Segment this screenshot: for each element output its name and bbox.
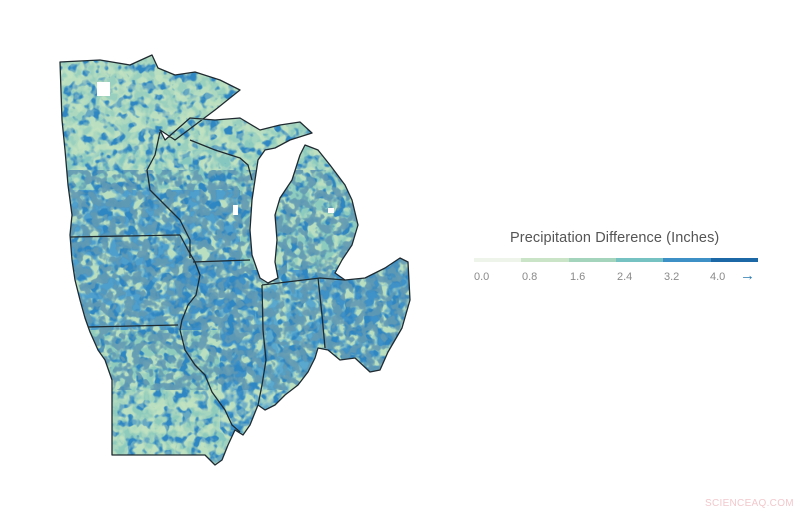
arrow-right-icon: → xyxy=(740,267,755,284)
legend-bin-0 xyxy=(474,258,522,262)
legend-tick: 1.6 xyxy=(570,271,586,283)
legend-tick: 0.8 xyxy=(522,271,538,283)
legend-bin-3 xyxy=(615,258,664,262)
legend-bin-1 xyxy=(521,258,569,262)
legend-bin-5 xyxy=(710,258,758,262)
legend-ticks: 0.0 0.8 1.6 2.4 3.2 4.0 xyxy=(474,271,764,285)
legend-bin-4 xyxy=(663,258,711,262)
state-boundaries xyxy=(59,54,411,466)
legend-tick: 2.4 xyxy=(617,271,633,283)
legend-tick: 0.0 xyxy=(474,271,490,283)
legend-color-bar xyxy=(474,258,758,262)
legend-title: Precipitation Difference (Inches) xyxy=(510,230,720,246)
legend-bin-2 xyxy=(568,258,616,262)
legend-tick: 3.2 xyxy=(664,271,680,283)
legend-tick: 4.0 xyxy=(710,271,726,283)
watermark: SCIENCEAQ.COM xyxy=(705,498,794,509)
